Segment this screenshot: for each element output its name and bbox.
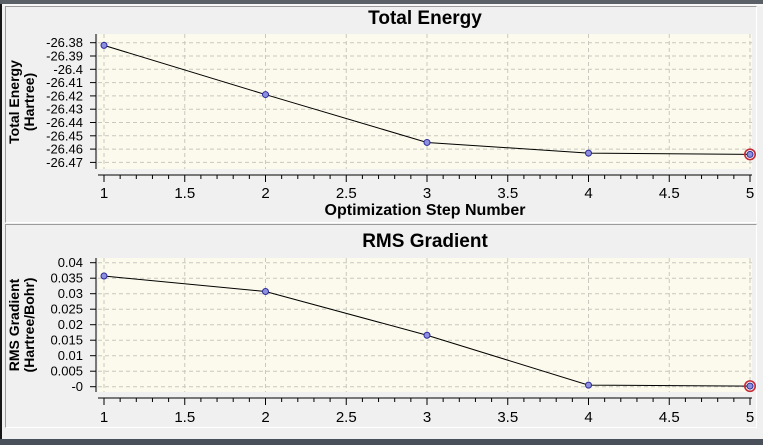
data-point[interactable] (585, 149, 592, 157)
data-point[interactable] (423, 331, 431, 339)
x-tick-label: 3.5 (497, 409, 518, 426)
y-tick-label: -26.4 (53, 62, 83, 77)
x-tick-label: 1 (100, 409, 108, 426)
x-tick-label: 1 (100, 185, 108, 202)
x-tick-label: 4 (584, 185, 592, 202)
x-tick-label: 3.5 (497, 185, 518, 202)
current-step-marker-ring[interactable] (743, 148, 756, 161)
rms-gradient-chart-title: RMS Gradient (362, 231, 488, 252)
y-tick-label: -26.39 (46, 49, 83, 64)
y-tick-label: -0 (71, 379, 83, 394)
total-energy-panel: Total Energy Total Energy (Hartree) Opti… (5, 6, 757, 223)
rms-gradient-y-axis-title-line2: (Hartree/Bohr) (21, 278, 37, 373)
total-energy-chart: Total Energy Total Energy (Hartree) Opti… (6, 8, 756, 219)
x-tick-label: 2 (261, 409, 269, 426)
x-tick-label: 2 (261, 185, 269, 202)
rms-gradient-y-axis-title-line1: RMS Gradient (6, 278, 22, 371)
total-energy-y-axis-title-line1: Total Energy (6, 60, 22, 144)
x-tick-label: 1.5 (174, 185, 195, 202)
x-tick-label: 4.5 (659, 185, 680, 202)
total-energy-chart-title: Total Energy (368, 8, 482, 29)
y-tick-label: 0.01 (58, 348, 83, 363)
rms-gradient-panel: RMS Gradient RMS Gradient (Hartree/Bohr)… (5, 224, 757, 428)
current-step-marker-ring[interactable] (743, 380, 756, 393)
data-point[interactable] (262, 91, 269, 99)
x-tick-label: 5 (746, 185, 754, 202)
window-top-edge (0, 0, 763, 4)
y-tick-label: -26.41 (46, 75, 83, 90)
y-tick-label: 0.03 (58, 286, 83, 301)
x-tick-label: 1.5 (174, 409, 195, 426)
data-point[interactable] (585, 381, 592, 389)
y-tick-label: -26.47 (46, 155, 83, 170)
y-tick-label: -26.44 (46, 115, 83, 130)
y-tick-label: -26.46 (46, 142, 83, 157)
x-tick-label: 3 (423, 185, 431, 202)
window-left-edge (0, 4, 2, 439)
x-tick-label: 2.5 (336, 185, 357, 202)
x-tick-label: 3 (423, 409, 431, 426)
window-bottom-edge (0, 439, 763, 445)
window-top-highlight (0, 4, 763, 6)
y-tick-label: 0.035 (50, 271, 83, 286)
x-tick-label: 4 (584, 409, 592, 426)
data-point[interactable] (262, 288, 269, 296)
x-tick-label: 5 (746, 409, 754, 426)
y-tick-label: 0.04 (58, 255, 83, 270)
data-point[interactable] (100, 41, 108, 49)
y-tick-label: 0.02 (58, 317, 83, 332)
data-point[interactable] (746, 150, 754, 158)
y-tick-label: -26.45 (46, 128, 83, 143)
y-tick-label: -26.38 (46, 35, 83, 50)
data-point[interactable] (100, 272, 108, 280)
y-tick-label: -26.43 (46, 102, 83, 117)
total-energy-y-axis-title-line2: (Hartree) (21, 73, 37, 131)
x-tick-label: 4.5 (659, 409, 680, 426)
y-tick-label: 0.005 (50, 364, 83, 379)
total-energy-x-axis-title: Optimization Step Number (325, 202, 526, 219)
rms-gradient-chart: RMS Gradient RMS Gradient (Hartree/Bohr)… (6, 231, 756, 426)
y-tick-label: 0.025 (50, 302, 83, 317)
data-point[interactable] (746, 382, 754, 390)
data-point[interactable] (423, 138, 431, 146)
x-tick-label: 2.5 (336, 409, 357, 426)
y-tick-label: 0.015 (50, 333, 83, 348)
y-tick-label: -26.42 (46, 88, 83, 103)
